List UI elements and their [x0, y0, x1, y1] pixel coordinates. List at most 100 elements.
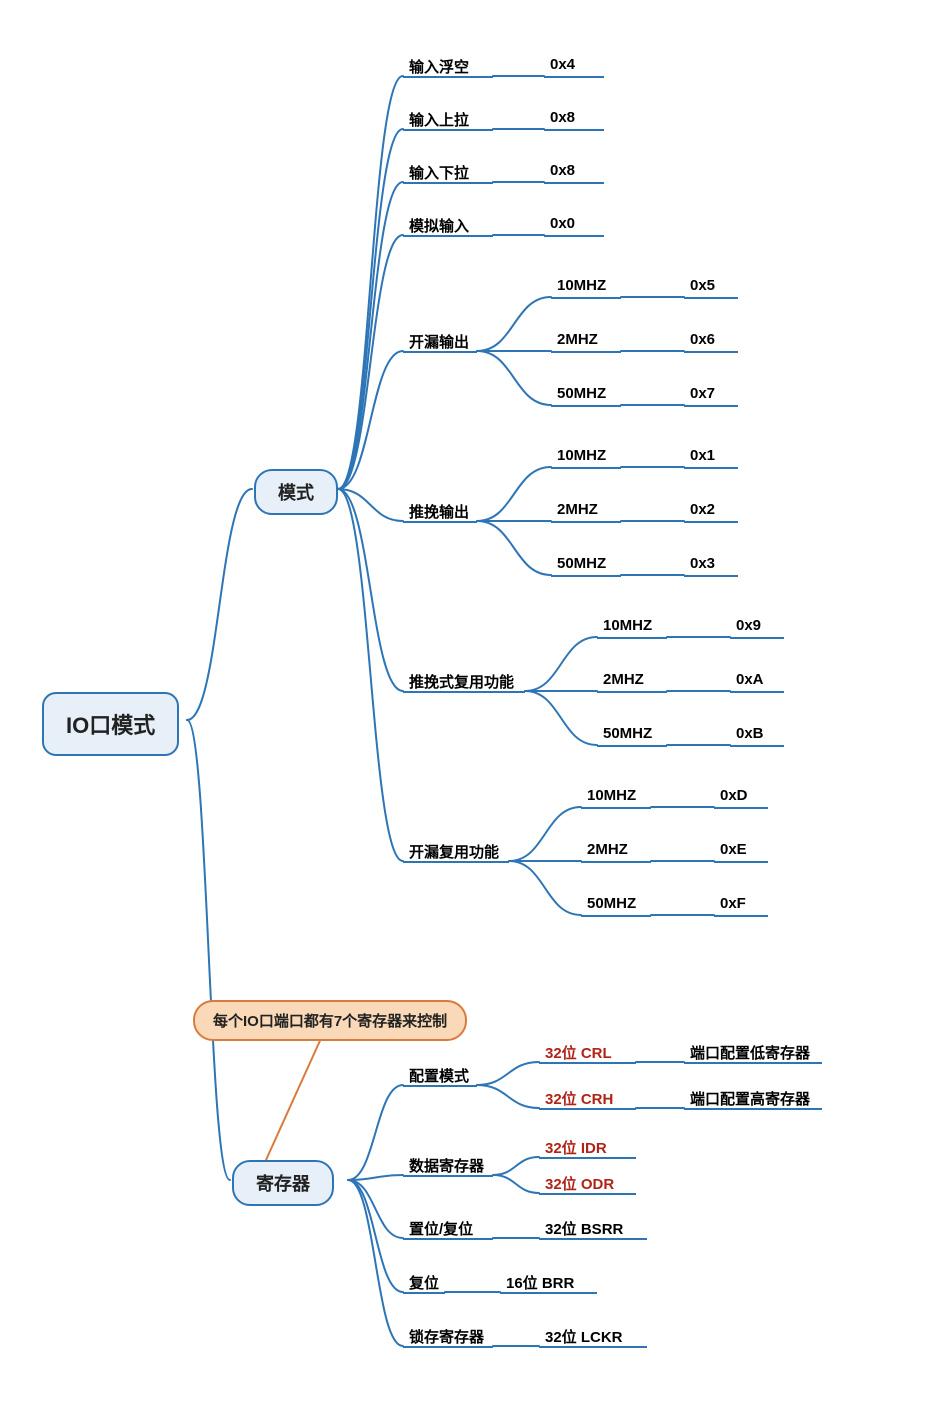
mode-speed-2-2: 50MHZ: [603, 725, 652, 742]
node-underline: [403, 861, 509, 863]
mode-speed-2-1: 2MHZ: [603, 671, 644, 688]
mode-speed-val-3-2: 0xF: [720, 895, 746, 912]
node-underline: [539, 1238, 647, 1240]
reg-row-0: 配置模式: [409, 1065, 469, 1086]
node-underline: [403, 235, 493, 237]
mode-speed-0-2: 50MHZ: [557, 385, 606, 402]
mode-speed-val-0-0: 0x5: [690, 277, 715, 294]
node-underline: [403, 691, 525, 693]
node-underline: [403, 129, 493, 131]
node-underline: [544, 235, 604, 237]
node-underline: [551, 521, 621, 523]
mode-speed-1-1: 2MHZ: [557, 501, 598, 518]
reg-child-4-0: 32位 LCKR: [545, 1326, 623, 1347]
node-underline: [539, 1193, 636, 1195]
reg-row-4: 锁存寄存器: [409, 1326, 484, 1347]
mode-speed-val-2-1: 0xA: [736, 671, 764, 688]
mode-speed-2-0: 10MHZ: [603, 617, 652, 634]
mode-input-0: 输入浮空: [409, 56, 469, 77]
reg-row-3: 复位: [409, 1272, 439, 1293]
reg-child-1-1: 32位 ODR: [545, 1173, 614, 1194]
mode-speed-val-1-1: 0x2: [690, 501, 715, 518]
node-underline: [581, 861, 651, 863]
reg-desc-0-0: 端口配置低寄存器: [690, 1042, 810, 1063]
node-underline: [403, 182, 493, 184]
mode-input-3: 模拟输入: [409, 215, 469, 236]
node-underline: [597, 691, 667, 693]
node-underline: [597, 745, 667, 747]
node-underline: [544, 129, 604, 131]
node-underline: [551, 351, 621, 353]
register-group: 寄存器: [232, 1160, 334, 1206]
node-underline: [597, 637, 667, 639]
node-underline: [581, 915, 651, 917]
callout-note: 每个IO口端口都有7个寄存器来控制: [193, 1000, 467, 1041]
node-underline: [403, 1085, 477, 1087]
reg-child-1-0: 32位 IDR: [545, 1137, 607, 1158]
node-underline: [684, 1108, 822, 1110]
node-underline: [403, 1238, 493, 1240]
node-underline: [730, 637, 784, 639]
mode-output-0: 开漏输出: [409, 331, 469, 352]
node-underline: [581, 807, 651, 809]
mode-speed-3-1: 2MHZ: [587, 841, 628, 858]
reg-child-0-1: 32位 CRH: [545, 1088, 613, 1109]
mode-speed-val-0-2: 0x7: [690, 385, 715, 402]
reg-desc-0-1: 端口配置高寄存器: [690, 1088, 810, 1109]
node-underline: [539, 1157, 636, 1159]
mode-input-val-2: 0x8: [550, 162, 575, 179]
root-node: IO口模式: [42, 692, 179, 756]
node-underline: [684, 351, 738, 353]
mode-speed-val-2-2: 0xB: [736, 725, 764, 742]
mode-speed-0-1: 2MHZ: [557, 331, 598, 348]
mode-speed-val-3-0: 0xD: [720, 787, 748, 804]
node-underline: [500, 1292, 597, 1294]
mode-group: 模式: [254, 469, 338, 515]
mode-speed-val-1-2: 0x3: [690, 555, 715, 572]
node-underline: [539, 1062, 636, 1064]
node-underline: [730, 745, 784, 747]
mode-input-val-3: 0x0: [550, 215, 575, 232]
mode-input-val-0: 0x4: [550, 56, 575, 73]
node-underline: [551, 575, 621, 577]
mode-speed-val-3-1: 0xE: [720, 841, 747, 858]
node-underline: [403, 76, 493, 78]
node-underline: [544, 76, 604, 78]
node-underline: [714, 861, 768, 863]
node-underline: [551, 297, 621, 299]
reg-child-0-0: 32位 CRL: [545, 1042, 612, 1063]
node-underline: [403, 351, 477, 353]
mode-output-3: 开漏复用功能: [409, 841, 499, 862]
mode-speed-val-1-0: 0x1: [690, 447, 715, 464]
reg-row-2: 置位/复位: [409, 1218, 473, 1239]
mode-input-1: 输入上拉: [409, 109, 469, 130]
node-underline: [403, 521, 477, 523]
node-underline: [403, 1292, 445, 1294]
node-underline: [539, 1108, 636, 1110]
mode-speed-1-0: 10MHZ: [557, 447, 606, 464]
node-underline: [684, 1062, 822, 1064]
reg-child-3-0: 16位 BRR: [506, 1272, 574, 1293]
node-underline: [551, 467, 621, 469]
node-underline: [730, 691, 784, 693]
node-underline: [403, 1346, 493, 1348]
node-underline: [714, 915, 768, 917]
node-underline: [684, 467, 738, 469]
mode-input-2: 输入下拉: [409, 162, 469, 183]
mode-input-val-1: 0x8: [550, 109, 575, 126]
node-underline: [684, 405, 738, 407]
node-underline: [684, 521, 738, 523]
mode-speed-3-0: 10MHZ: [587, 787, 636, 804]
mode-output-1: 推挽输出: [409, 501, 469, 522]
mode-speed-val-2-0: 0x9: [736, 617, 761, 634]
node-underline: [551, 405, 621, 407]
mode-speed-1-2: 50MHZ: [557, 555, 606, 572]
node-underline: [544, 182, 604, 184]
mode-speed-val-0-1: 0x6: [690, 331, 715, 348]
node-underline: [403, 1175, 493, 1177]
reg-row-1: 数据寄存器: [409, 1155, 484, 1176]
node-underline: [714, 807, 768, 809]
node-underline: [684, 575, 738, 577]
mode-speed-3-2: 50MHZ: [587, 895, 636, 912]
mode-speed-0-0: 10MHZ: [557, 277, 606, 294]
